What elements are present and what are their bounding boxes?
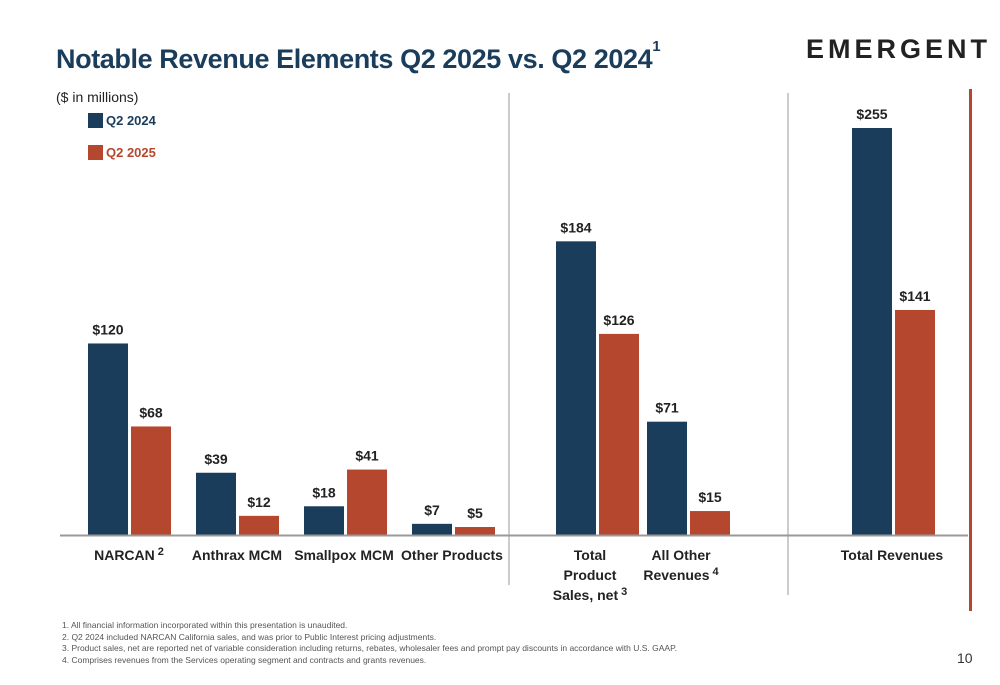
units-label: ($ in millions) — [56, 89, 139, 105]
legend-item-q2-2025: Q2 2025 — [88, 144, 156, 160]
category-label-smallpox-mcm: Smallpox MCM — [294, 547, 394, 563]
data-label-narcan-q2-2025: $68 — [139, 404, 163, 420]
page-title: Notable Revenue Elements Q2 2025 vs. Q2 … — [56, 38, 661, 75]
legend-item-q2-2024: Q2 2024 — [88, 112, 156, 128]
legend-label-q2-2025: Q2 2025 — [106, 144, 156, 160]
data-label-all-other-revenues-q2-2024: $71 — [655, 400, 679, 416]
data-label-narcan-q2-2024: $120 — [92, 321, 123, 337]
company-logo: EMERGENT — [806, 34, 992, 64]
footnotes: 1. All financial information incorporate… — [62, 620, 677, 666]
footnote-4: 4. Comprises revenues from the Services … — [62, 654, 427, 665]
footnote-1: 1. All financial information incorporate… — [62, 620, 348, 630]
footnote-3: 3. Product sales, net are reported net o… — [62, 643, 678, 653]
title-footnote-marker: 1 — [652, 38, 661, 55]
data-label-total-revenues-q2-2024: $255 — [856, 106, 887, 122]
bar-all-other-revenues-q2-2024 — [647, 421, 687, 535]
bar-other-products-q2-2025 — [455, 527, 495, 535]
category-label-total-revenues: Total Revenues — [840, 547, 944, 563]
category-footnote-marker: 2 — [157, 546, 164, 558]
data-label-all-other-revenues-q2-2025: $15 — [698, 489, 722, 505]
category-label-other-products: Other Products — [401, 547, 503, 563]
bar-anthrax-mcm-q2-2025 — [239, 515, 279, 535]
data-label-smallpox-mcm-q2-2025: $41 — [355, 448, 379, 464]
data-label-other-products-q2-2024: $7 — [424, 502, 440, 518]
bar-smallpox-mcm-q2-2024 — [304, 506, 344, 535]
footnote-2: 2. Q2 2024 included NARCAN California sa… — [62, 631, 437, 642]
data-label-other-products-q2-2025: $5 — [467, 505, 483, 521]
category-label-narcan: NARCAN 2 — [94, 546, 164, 563]
bar-other-products-q2-2024 — [412, 523, 452, 535]
data-label-total-product-sales-net-q2-2025: $126 — [603, 312, 634, 328]
accent-rule — [969, 89, 972, 611]
title-text: Notable Revenue Elements Q2 2025 vs. Q2 … — [56, 44, 653, 74]
legend-swatch-q2-2025 — [88, 144, 103, 160]
category-footnote-marker: 4 — [712, 566, 719, 578]
legend-label-q2-2024: Q2 2024 — [106, 112, 156, 128]
bar-total-revenues-q2-2024 — [852, 128, 892, 535]
category-label-anthrax-mcm: Anthrax MCM — [191, 547, 283, 563]
data-label-total-revenues-q2-2025: $141 — [899, 288, 930, 304]
bar-anthrax-mcm-q2-2024 — [196, 472, 236, 535]
bar-total-product-sales-net-q2-2025 — [599, 333, 639, 535]
bar-all-other-revenues-q2-2025 — [690, 511, 730, 535]
bar-smallpox-mcm-q2-2025 — [347, 469, 387, 535]
category-label-all-other-revenues: All Other Revenues 4 — [643, 547, 719, 583]
data-label-anthrax-mcm-q2-2024: $39 — [204, 451, 228, 467]
data-label-total-product-sales-net-q2-2024: $184 — [560, 219, 591, 235]
bar-total-revenues-q2-2025 — [895, 309, 935, 535]
page-number: 10 — [957, 650, 973, 666]
category-footnote-marker: 3 — [621, 586, 628, 598]
bar-narcan-q2-2024 — [88, 343, 128, 535]
bar-narcan-q2-2025 — [131, 426, 171, 535]
data-label-smallpox-mcm-q2-2024: $18 — [312, 484, 336, 500]
data-label-anthrax-mcm-q2-2025: $12 — [247, 494, 271, 510]
category-label-total-product-sales-net: Total Product Sales, net 3 — [552, 547, 628, 603]
bar-total-product-sales-net-q2-2024 — [556, 241, 596, 535]
legend-swatch-q2-2024 — [88, 112, 103, 128]
